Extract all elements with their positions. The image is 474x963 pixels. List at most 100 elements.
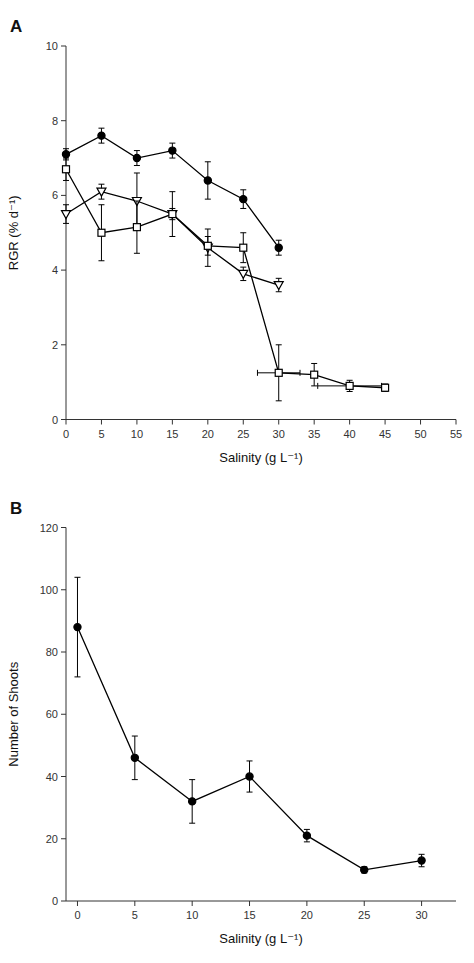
- point: [189, 798, 196, 805]
- x-tick-label: 0: [74, 909, 80, 921]
- plot-area: [74, 577, 425, 873]
- point: [133, 154, 140, 161]
- error-bar: [169, 192, 175, 237]
- panel: 05101520253035404550550246810Salinity (g…: [6, 17, 462, 465]
- x-tick: [456, 420, 457, 425]
- point: [275, 369, 282, 376]
- series-line: [77, 627, 421, 870]
- y-tick: [61, 195, 66, 196]
- point: [204, 242, 211, 249]
- x-tick-label: 25: [358, 909, 370, 921]
- y-tick: [61, 714, 66, 715]
- point: [275, 244, 282, 251]
- point: [311, 371, 318, 378]
- x-tick: [249, 901, 250, 906]
- x-tick: [349, 420, 350, 425]
- x-tick-label: 30: [415, 909, 427, 921]
- point: [239, 270, 248, 278]
- series: [63, 158, 389, 401]
- y-tick-label: 60: [46, 708, 58, 720]
- error-bar: [361, 867, 367, 873]
- x-tick: [192, 901, 193, 906]
- error-bar: [132, 736, 138, 780]
- x-axis: [66, 901, 456, 902]
- y-tick-label: 2: [52, 339, 58, 351]
- x-tick-label: 20: [301, 909, 313, 921]
- series-line: [66, 192, 279, 285]
- y-tick: [61, 527, 66, 528]
- error-bar: [189, 780, 195, 824]
- series: [62, 173, 284, 292]
- point: [97, 188, 106, 196]
- error-bar: [74, 577, 80, 677]
- y-tick: [61, 344, 66, 345]
- x-tick: [364, 901, 365, 906]
- x-axis-label: Salinity (g L⁻¹): [219, 931, 302, 946]
- x-tick-label: 40: [344, 428, 356, 440]
- error-bar: [205, 236, 211, 255]
- point: [246, 773, 253, 780]
- x-tick: [136, 420, 137, 425]
- x-tick: [314, 420, 315, 425]
- point: [346, 382, 353, 389]
- error-bar: [382, 384, 388, 391]
- error-bar: [63, 158, 69, 180]
- x-tick: [134, 901, 135, 906]
- point: [303, 832, 310, 839]
- point: [418, 857, 425, 864]
- series: [74, 577, 425, 873]
- point: [98, 132, 105, 139]
- point: [133, 224, 140, 231]
- y-tick: [61, 776, 66, 777]
- x-tick-label: 55: [450, 428, 462, 440]
- x-tick-label: 10: [131, 428, 143, 440]
- x-tick-label: 15: [166, 428, 178, 440]
- x-tick-label: 15: [243, 909, 255, 921]
- series: [62, 128, 282, 255]
- point: [168, 211, 177, 219]
- point: [169, 147, 176, 154]
- x-tick-label: 5: [98, 428, 104, 440]
- error-bar: [240, 233, 246, 263]
- point: [382, 384, 389, 391]
- y-tick-label: 120: [40, 522, 58, 534]
- error-bar: [276, 240, 282, 255]
- error-bar: [311, 363, 317, 385]
- error-bar: [304, 829, 310, 841]
- error-bar: [98, 128, 104, 143]
- point: [131, 754, 138, 761]
- y-tick: [61, 652, 66, 653]
- y-tick: [61, 419, 66, 420]
- series-line: [66, 169, 385, 387]
- x-tick: [77, 901, 78, 906]
- error-bar: [98, 205, 104, 261]
- error-bar: [169, 208, 175, 219]
- y-tick-label: 20: [46, 833, 58, 845]
- panel: 051015202530020406080100120Salinity (g L…: [6, 499, 456, 947]
- error-bar: [276, 345, 282, 401]
- y-tick-label: 0: [52, 414, 58, 426]
- point: [361, 866, 368, 873]
- x-tick: [207, 420, 208, 425]
- error-bar: [205, 162, 211, 199]
- point: [169, 211, 176, 218]
- y-tick: [61, 120, 66, 121]
- y-tick: [61, 589, 66, 590]
- series-line: [66, 136, 279, 248]
- point: [98, 229, 105, 236]
- x-tick: [420, 420, 421, 425]
- x-axis-label: Salinity (g L⁻¹): [219, 450, 302, 465]
- y-tick-label: 100: [40, 584, 58, 596]
- y-tick: [61, 901, 66, 902]
- y-tick-label: 40: [46, 771, 58, 783]
- x-tick-label: 0: [63, 428, 69, 440]
- x-axis: [66, 419, 456, 420]
- y-tick-label: 0: [52, 895, 58, 907]
- error-bar: [240, 190, 246, 209]
- error-bar: [205, 229, 211, 266]
- y-tick-label: 10: [46, 40, 58, 52]
- x-tick: [385, 420, 386, 425]
- x-tick: [243, 420, 244, 425]
- error-bar: [347, 380, 353, 391]
- x-tick-label: 25: [237, 428, 249, 440]
